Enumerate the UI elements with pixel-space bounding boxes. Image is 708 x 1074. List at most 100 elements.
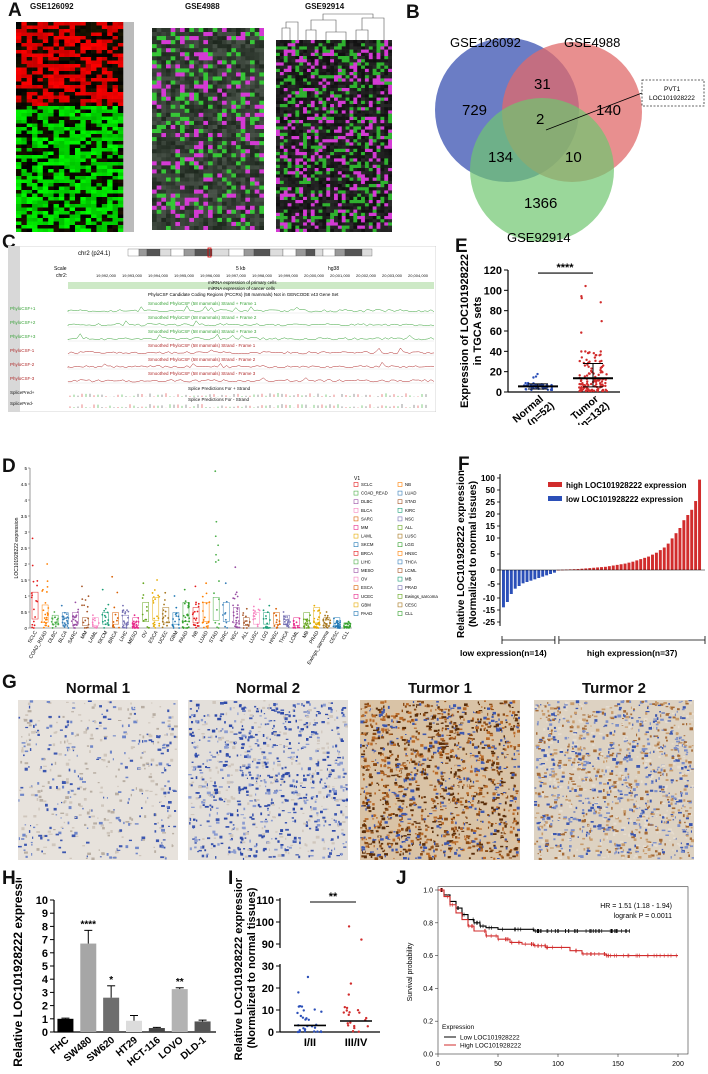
i-ytick: 20: [262, 983, 274, 995]
d-legend-swatch: [353, 542, 359, 547]
d-xtick: LCML: [289, 630, 301, 645]
d-point: [245, 620, 248, 622]
d-point: [123, 622, 126, 624]
h-bar: [57, 1018, 74, 1032]
h-bar: [171, 989, 188, 1032]
d-point: [287, 618, 289, 621]
e-point: [578, 374, 581, 377]
e-point: [586, 380, 589, 383]
e-point: [580, 356, 584, 359]
d-point: [93, 626, 96, 629]
h-significance: **: [176, 977, 184, 988]
d-point: [193, 617, 196, 620]
j-legend-item: Low LOC101928222: [460, 1035, 520, 1042]
d-legend-item: BRCA: [361, 551, 373, 556]
d-point: [158, 624, 161, 627]
f-bar: [568, 569, 572, 570]
d-point: [41, 590, 44, 592]
d-point: [72, 615, 75, 618]
d-point: [268, 604, 271, 607]
d-point: [134, 626, 137, 629]
d-point: [75, 616, 77, 618]
d-point: [131, 625, 134, 628]
d-point: [32, 580, 35, 583]
heatmap-title-1: GSE126092: [30, 2, 74, 11]
f-ytick: 100: [481, 473, 495, 483]
d-point: [246, 623, 249, 626]
d-point: [258, 598, 261, 601]
f-bar: [651, 554, 654, 570]
d-point: [214, 621, 217, 624]
d-point: [305, 624, 308, 627]
d-point: [232, 597, 235, 600]
d-point: [151, 592, 154, 594]
f-bar: [666, 543, 670, 570]
d-point: [107, 624, 110, 626]
i-point: [305, 1017, 308, 1020]
f-legend-swatch-high: [548, 482, 562, 487]
d-point: [45, 618, 48, 621]
d-point: [162, 623, 165, 626]
d-xtick: CESC: [328, 630, 340, 645]
d-point: [313, 609, 315, 612]
d-point: [314, 626, 316, 629]
d-legend-swatch: [397, 611, 403, 616]
i-point: [312, 1030, 316, 1033]
d-point: [236, 626, 239, 629]
d-point: [94, 619, 96, 622]
d-point: [296, 626, 299, 629]
e-point: [584, 284, 587, 288]
d-ytick: 5: [24, 466, 27, 471]
d-point: [224, 582, 227, 585]
d-point: [81, 598, 84, 601]
d-point: [305, 619, 308, 622]
venn-diagram: GSE126092 GSE4988 GSE92914 729 140 1366 …: [435, 35, 705, 245]
d-point: [234, 566, 237, 569]
venn-only-b: 140: [596, 102, 621, 119]
d-point: [184, 600, 187, 603]
e-point: [524, 388, 528, 391]
d-legend-swatch: [397, 594, 403, 599]
d-point: [203, 626, 205, 629]
track-left-label: SplicePred-: [10, 401, 34, 406]
d-legend-swatch: [397, 525, 403, 530]
d-point: [214, 561, 217, 563]
d-xtick: LUSC: [248, 630, 260, 645]
d-point: [242, 627, 245, 629]
i-point: [357, 1030, 360, 1033]
e-point: [581, 381, 584, 385]
d-point: [145, 618, 148, 621]
f-bar: [513, 570, 517, 589]
f-bar: [698, 479, 702, 570]
d-ytick: 1: [24, 594, 27, 599]
d-point: [51, 626, 54, 629]
d-point: [133, 614, 136, 617]
d-point: [158, 622, 161, 625]
i-point: [347, 993, 350, 996]
f-bar: [631, 561, 635, 570]
i-point: [300, 1005, 304, 1008]
d-point: [303, 627, 306, 629]
d-point: [254, 610, 256, 612]
chart-i: 0 10 20 30 90 100 110 Relative LOC101928222 exp…: [233, 878, 380, 1060]
f-bar: [623, 563, 627, 570]
ihc-title-2: Normal 2: [235, 680, 301, 697]
f-bar: [588, 568, 592, 570]
d-box: [212, 597, 220, 621]
heatmap-title-2: GSE4988: [185, 2, 220, 11]
d-point: [197, 605, 200, 608]
h-ytick: 8: [42, 921, 48, 933]
d-point: [30, 596, 33, 599]
d-box: [273, 612, 280, 625]
d-box: [303, 612, 310, 625]
d-point: [181, 621, 184, 624]
f-ylabel-2: (Normalized to normal tissues): [468, 481, 479, 627]
panel-label-e: E: [455, 236, 468, 257]
d-point: [146, 609, 148, 612]
d-box: [172, 612, 180, 625]
d-point: [275, 621, 278, 624]
d-legend-swatch: [397, 499, 403, 505]
d-point: [295, 621, 298, 624]
d-xtick: MM: [80, 630, 89, 640]
d-point: [242, 612, 245, 614]
